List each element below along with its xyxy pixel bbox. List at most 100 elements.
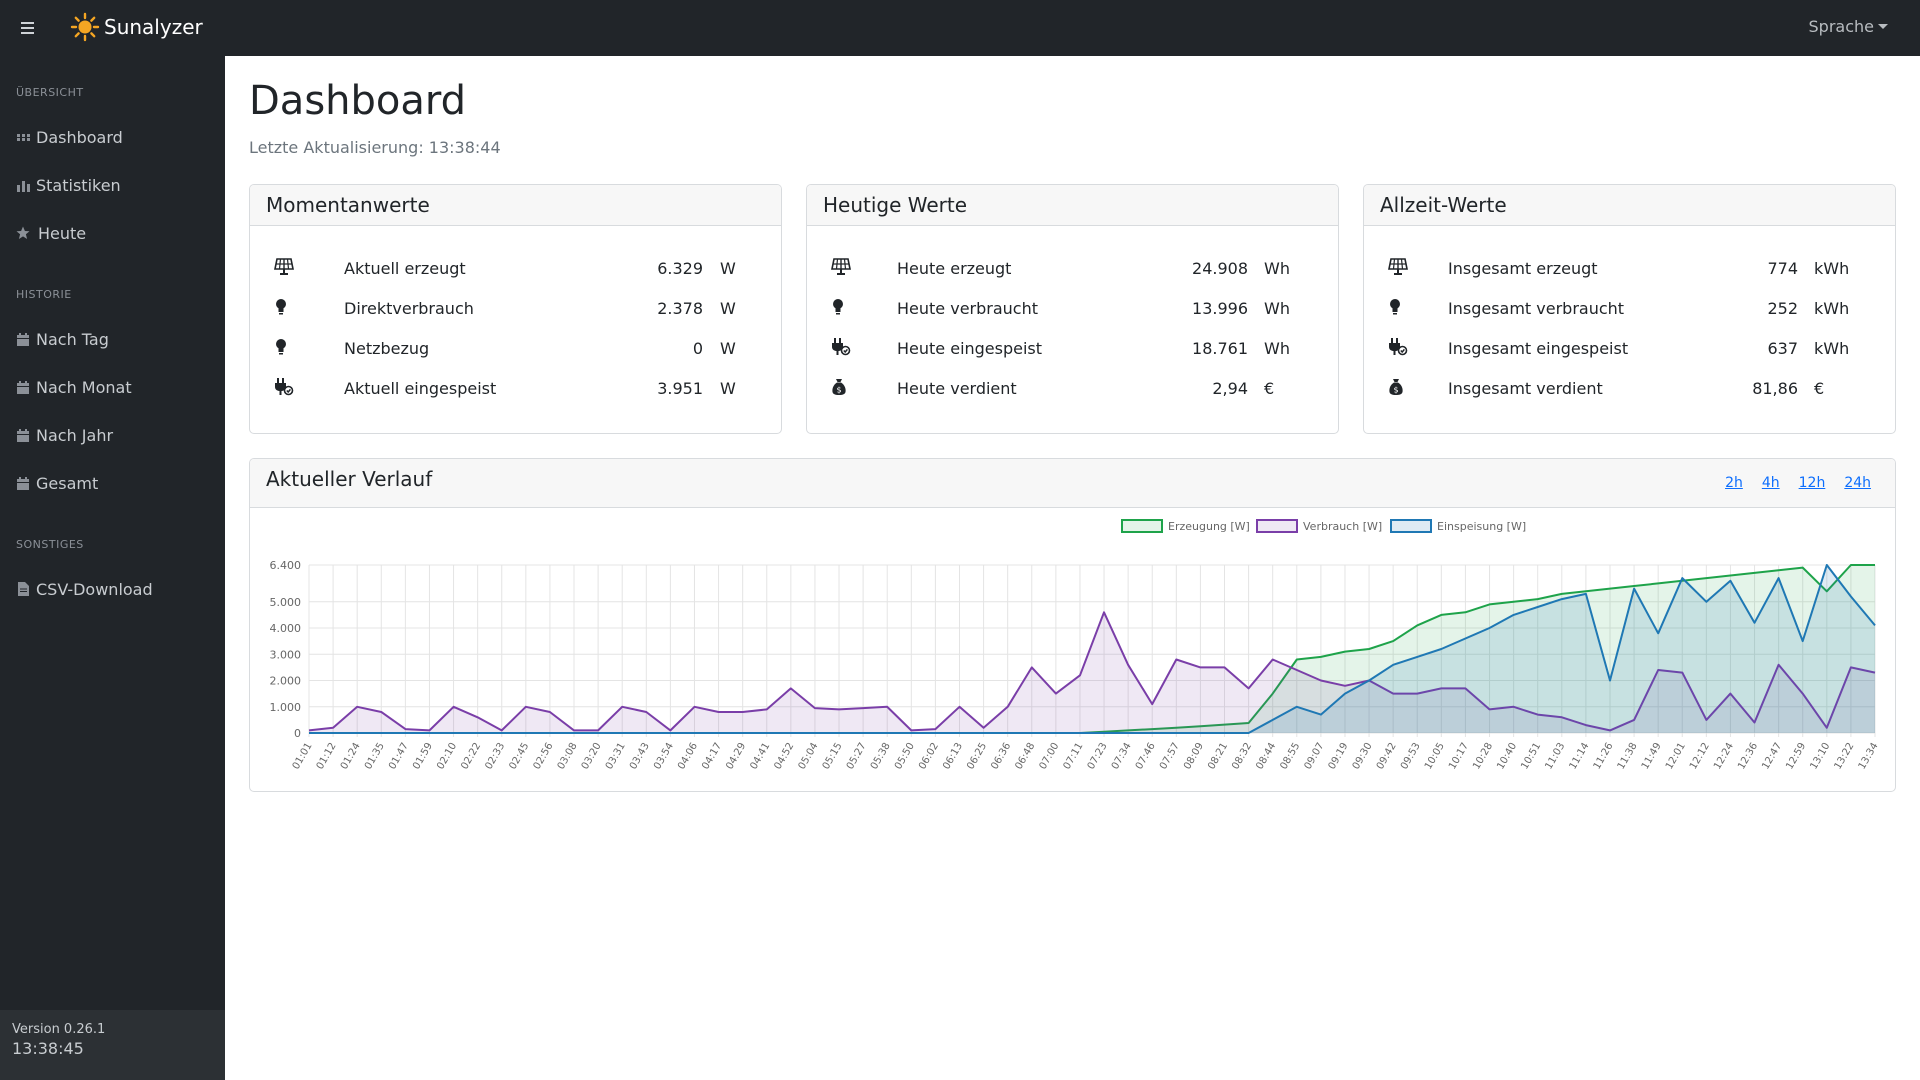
sidebar-toggle-button[interactable] [16, 14, 40, 42]
value-unit: Wh [1264, 298, 1290, 318]
sidebar-item-nach-monat[interactable]: Nach Monat [16, 375, 216, 399]
solar-panel-icon [831, 258, 851, 278]
sidebar-item-label: CSV-Download [36, 579, 153, 599]
card-aktueller-verlauf: Aktueller Verlauf 2h 4h 12h 24h Erzeugun… [249, 458, 1896, 792]
value-number: 13.996 [1192, 298, 1248, 318]
range-link-12h[interactable]: 12h [1798, 475, 1826, 491]
value-row: Aktuell eingespeist 3.951 W [250, 368, 781, 408]
value-label: Heute eingespeist [897, 338, 1043, 358]
star-icon [16, 226, 30, 240]
value-label: Heute verdient [897, 378, 1017, 398]
sidebar-item-dashboard[interactable]: Dashboard [16, 125, 216, 149]
x-tick-label: 04:17 [700, 741, 724, 771]
range-link-24h[interactable]: 24h [1844, 475, 1871, 491]
card-title: Allzeit-Werte [1364, 185, 1895, 226]
x-tick-label: 03:31 [604, 741, 628, 771]
x-tick-label: 12:12 [1688, 741, 1712, 771]
x-tick-label: 01:01 [291, 741, 315, 771]
sidebar-item-nach-jahr[interactable]: Nach Jahr [16, 423, 216, 447]
sidebar-item-label: Nach Tag [36, 329, 109, 349]
x-tick-label: 07:46 [1134, 741, 1158, 771]
x-tick-label: 03:54 [652, 741, 676, 771]
chart-grid [308, 564, 1876, 737]
top-navbar: Sunalyzer Sprache [0, 0, 1920, 56]
sidebar-item-label: Nach Monat [36, 377, 132, 397]
x-tick-label: 07:57 [1158, 741, 1182, 771]
brand-link[interactable]: Sunalyzer [70, 12, 203, 42]
chart-legend: Erzeugung [W] Verbrauch [W] Einspeisung [W… [1121, 519, 1526, 533]
range-link-4h[interactable]: 4h [1761, 475, 1780, 491]
legend-swatch [1256, 519, 1298, 533]
value-number: 3.951 [657, 378, 703, 398]
plug-icon [831, 338, 851, 358]
value-unit: € [1264, 378, 1275, 398]
value-number: 2.378 [657, 298, 703, 318]
x-tick-label: 03:43 [628, 741, 652, 771]
value-unit: W [720, 298, 736, 318]
y-tick-label: 2.000 [270, 675, 302, 688]
x-tick-label: 13:22 [1833, 741, 1857, 771]
value-number: 774 [1767, 258, 1798, 278]
x-tick-label: 11:03 [1543, 741, 1567, 771]
calendar-icon [16, 332, 30, 346]
card-title: Heutige Werte [807, 185, 1338, 226]
legend-label: Erzeugung [W] [1168, 520, 1250, 533]
y-tick-label: 3.000 [270, 648, 302, 661]
x-tick-label: 08:55 [1278, 741, 1302, 771]
x-tick-label: 04:52 [773, 741, 797, 771]
version-label: Version 0.26.1 [12, 1022, 106, 1037]
sun-logo-icon [70, 12, 100, 42]
sidebar-heading-sonstiges: Sonstiges [16, 538, 84, 551]
x-tick-label: 06:36 [989, 741, 1013, 771]
x-tick-label: 09:42 [1375, 741, 1399, 771]
value-unit: kWh [1814, 258, 1850, 278]
chart-series [308, 564, 1876, 734]
value-row: Insgesamt verbraucht 252 kWh [1364, 288, 1895, 328]
x-tick-label: 08:32 [1230, 741, 1254, 771]
y-tick-label: 1.000 [270, 701, 302, 714]
x-tick-label: 12:36 [1736, 741, 1760, 771]
app-name: Sunalyzer [104, 15, 203, 39]
value-row: Netzbezug 0 W [250, 328, 781, 368]
sidebar-item-heute[interactable]: Heute [16, 221, 216, 245]
sidebar-item-statistiken[interactable]: Statistiken [16, 173, 216, 197]
range-link-2h[interactable]: 2h [1725, 475, 1743, 491]
file-icon [16, 582, 30, 596]
x-tick-label: 02:56 [532, 741, 556, 771]
x-tick-label: 08:09 [1182, 741, 1206, 771]
value-unit: kWh [1814, 298, 1850, 318]
value-unit: W [720, 378, 736, 398]
x-tick-label: 11:14 [1568, 741, 1592, 771]
sidebar-item-nach-tag[interactable]: Nach Tag [16, 327, 216, 351]
x-tick-label: 13:34 [1857, 741, 1881, 771]
x-tick-label: 02:10 [435, 741, 459, 771]
value-number: 81,86 [1752, 378, 1798, 398]
y-axis-ticks: 0 1.000 2.000 3.000 4.000 5.000 6.400 [270, 559, 302, 740]
value-label: Insgesamt eingespeist [1448, 338, 1629, 358]
card-heutige-werte: Heutige Werte Heute erzeugt 24.908 Wh He… [806, 184, 1339, 434]
calendar-icon [16, 476, 30, 490]
x-tick-label: 10:51 [1519, 741, 1543, 771]
x-axis-ticks: 01:01 01:12 01:24 01:35 01:47 01:59 02:10 02:22… [291, 741, 1881, 771]
plug-icon [1388, 338, 1408, 358]
lightbulb-icon [831, 298, 851, 318]
sidebar: Übersicht Dashboard Statistiken Heute Hi… [0, 56, 225, 1080]
x-tick-label: 07:11 [1062, 741, 1086, 771]
value-row: Heute eingespeist 18.761 Wh [807, 328, 1338, 368]
sidebar-item-label: Dashboard [36, 127, 123, 147]
x-tick-label: 01:12 [315, 741, 339, 771]
x-tick-label: 04:29 [724, 741, 748, 771]
value-row: Heute erzeugt 24.908 Wh [807, 248, 1338, 288]
value-row: Heute verbraucht 13.996 Wh [807, 288, 1338, 328]
x-tick-label: 07:34 [1110, 741, 1134, 771]
language-label: Sprache [1808, 17, 1874, 36]
language-dropdown[interactable]: Sprache [1809, 17, 1888, 36]
clock-label: 13:38:45 [12, 1039, 84, 1058]
sidebar-item-gesamt[interactable]: Gesamt [16, 471, 216, 495]
x-tick-label: 01:59 [411, 741, 435, 771]
x-tick-label: 01:47 [387, 741, 411, 771]
value-number: 637 [1767, 338, 1798, 358]
sidebar-item-csv-download[interactable]: CSV-Download [16, 577, 216, 601]
x-tick-label: 04:41 [748, 741, 772, 771]
power-history-chart: Erzeugung [W] Verbrauch [W] Einspeisung [W… [270, 519, 1881, 771]
